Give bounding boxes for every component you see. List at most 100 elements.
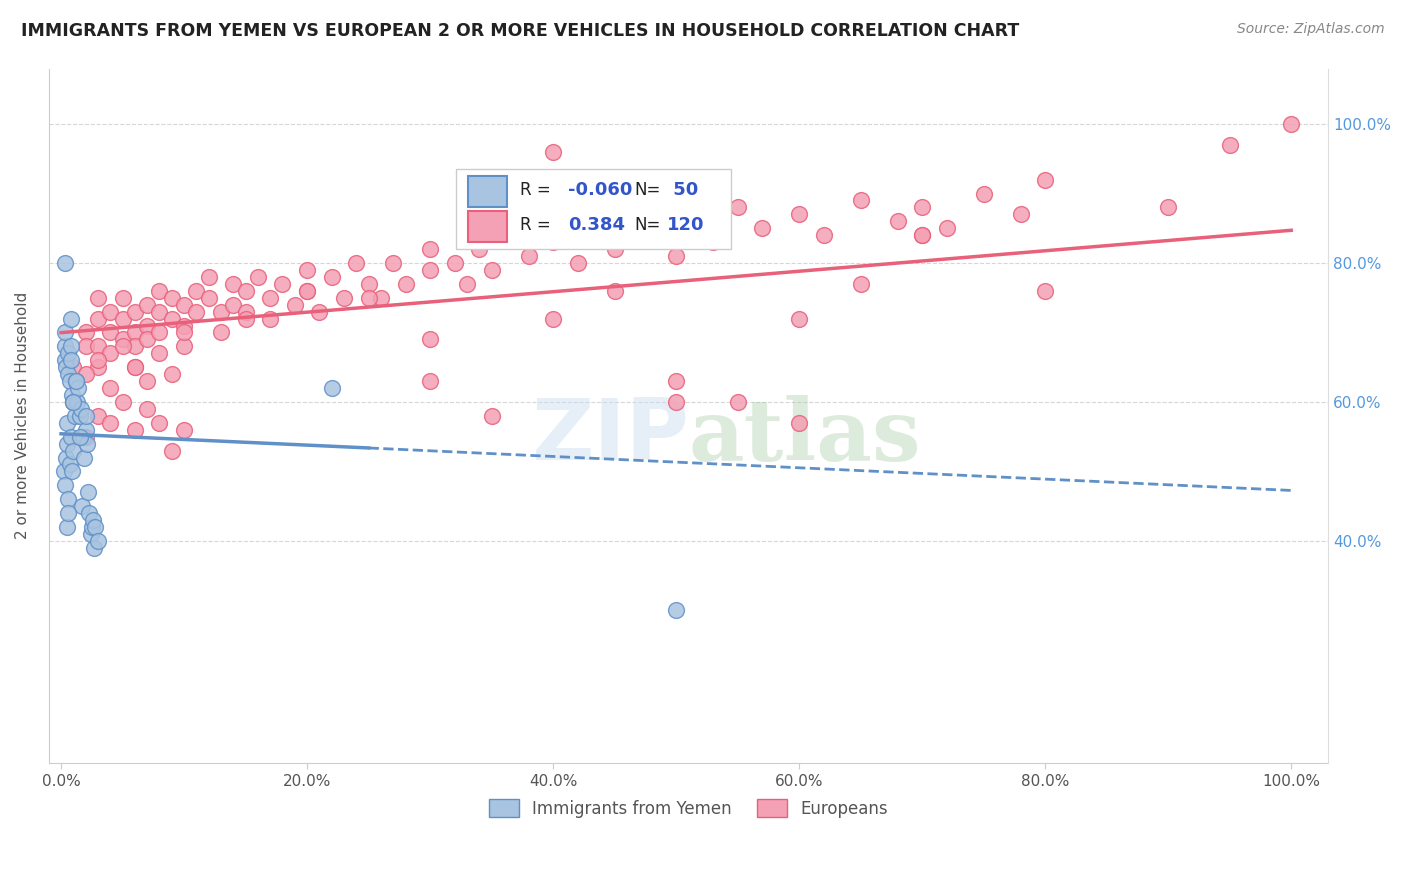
Point	[136, 374, 159, 388]
Point	[419, 333, 441, 347]
Point	[84, 520, 107, 534]
Point	[75, 423, 97, 437]
Point	[787, 416, 810, 430]
Point	[628, 228, 651, 243]
Point	[70, 499, 93, 513]
Point	[419, 263, 441, 277]
Point	[124, 360, 146, 375]
Point	[111, 395, 134, 409]
Point	[173, 298, 195, 312]
Point	[148, 304, 170, 318]
Point	[53, 339, 76, 353]
Point	[87, 291, 110, 305]
Point	[75, 339, 97, 353]
Point	[603, 284, 626, 298]
Legend: Immigrants from Yemen, Europeans: Immigrants from Yemen, Europeans	[482, 793, 894, 824]
Point	[62, 395, 84, 409]
Point	[186, 284, 208, 298]
Point	[1157, 201, 1180, 215]
Point	[702, 235, 724, 249]
Point	[136, 333, 159, 347]
Text: 120: 120	[666, 216, 704, 234]
Point	[567, 256, 589, 270]
Point	[58, 367, 80, 381]
Point	[481, 263, 503, 277]
Point	[87, 409, 110, 423]
Point	[148, 326, 170, 340]
Point	[665, 249, 688, 263]
Point	[591, 221, 613, 235]
Point	[136, 298, 159, 312]
Point	[67, 381, 90, 395]
Point	[665, 603, 688, 617]
Text: ZIP: ZIP	[530, 395, 689, 478]
Point	[87, 339, 110, 353]
Point	[541, 145, 564, 159]
Point	[235, 311, 257, 326]
Point	[98, 416, 121, 430]
Point	[98, 326, 121, 340]
Point	[80, 520, 103, 534]
Point	[72, 430, 94, 444]
Text: -0.060: -0.060	[568, 181, 633, 199]
Point	[69, 401, 91, 416]
Point	[76, 436, 98, 450]
Point	[787, 207, 810, 221]
Point	[1033, 172, 1056, 186]
Point	[911, 228, 934, 243]
Point	[55, 450, 77, 465]
Point	[1279, 117, 1302, 131]
Point	[333, 291, 356, 305]
Point	[124, 304, 146, 318]
Point	[235, 304, 257, 318]
Point	[160, 291, 183, 305]
Point	[222, 298, 245, 312]
Point	[62, 395, 84, 409]
Point	[73, 450, 96, 465]
Point	[751, 221, 773, 235]
Point	[259, 291, 281, 305]
Text: Source: ZipAtlas.com: Source: ZipAtlas.com	[1237, 22, 1385, 37]
Point	[541, 235, 564, 249]
Point	[65, 374, 87, 388]
Text: atlas: atlas	[689, 394, 921, 479]
Point	[87, 311, 110, 326]
Point	[1219, 137, 1241, 152]
Point	[148, 346, 170, 360]
Point	[60, 464, 83, 478]
Point	[58, 506, 80, 520]
Point	[59, 458, 82, 472]
Text: 50: 50	[666, 181, 697, 199]
Point	[53, 353, 76, 368]
Point	[136, 401, 159, 416]
Point	[419, 242, 441, 256]
Point	[468, 242, 491, 256]
Point	[52, 464, 75, 478]
Point	[173, 423, 195, 437]
Point	[53, 478, 76, 492]
Point	[222, 277, 245, 291]
Point	[111, 339, 134, 353]
Point	[321, 269, 343, 284]
Point	[75, 409, 97, 423]
Text: R =: R =	[520, 216, 561, 234]
Point	[973, 186, 995, 201]
Point	[443, 256, 465, 270]
Point	[77, 485, 100, 500]
Point	[62, 395, 84, 409]
Point	[344, 256, 367, 270]
Text: R =: R =	[520, 181, 555, 199]
Point	[79, 506, 101, 520]
Point	[284, 298, 307, 312]
Point	[63, 409, 86, 423]
Point	[66, 395, 89, 409]
Point	[308, 304, 330, 318]
Text: N=: N=	[634, 181, 661, 199]
Point	[209, 304, 232, 318]
Point	[111, 291, 134, 305]
Point	[111, 311, 134, 326]
Point	[505, 228, 527, 243]
Point	[382, 256, 405, 270]
Point	[87, 533, 110, 548]
Point	[370, 291, 392, 305]
